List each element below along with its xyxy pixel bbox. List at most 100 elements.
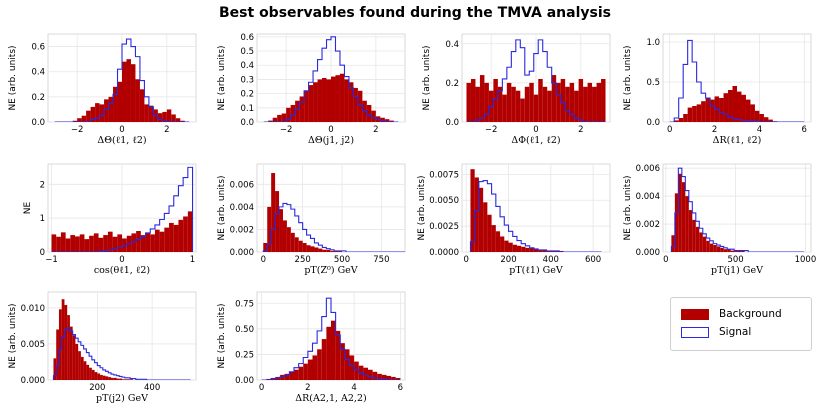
x-tick-label: 400 [144, 383, 160, 393]
background-bars [263, 173, 343, 252]
y-tick-label: 1.0 [646, 38, 660, 48]
background-bar [164, 227, 170, 252]
background-bar [380, 117, 385, 122]
background-bar [377, 373, 382, 380]
background-bar [58, 309, 62, 380]
background-bar [338, 250, 343, 252]
background-bar [692, 219, 696, 252]
x-tick-label: 1000 [795, 255, 817, 265]
background-bar [326, 326, 331, 380]
y-tick-label: 0.0000 [429, 248, 459, 258]
background-bar [290, 232, 295, 252]
background-bar [91, 369, 95, 380]
background-bar [263, 242, 268, 252]
background-bar [271, 173, 276, 252]
background-bar [102, 375, 106, 380]
histogram-panel: −2 0 2 0.0 0.2 0.4 0.6 ΔΘ(ℓ1, ℓ2) NE (arb. units… [8, 33, 197, 146]
background-bar [759, 114, 764, 122]
signal-step-line [261, 297, 401, 380]
x-tick-label: 0 [119, 125, 124, 135]
background-bar [108, 96, 114, 122]
background-bar [705, 98, 711, 122]
background-bar [183, 216, 188, 252]
background-bar [122, 379, 125, 380]
y-axis-label: NE (arb. units) [417, 175, 427, 240]
background-bar [89, 367, 92, 380]
background-bar [709, 243, 714, 252]
background-bar [284, 373, 290, 380]
background-bar [317, 79, 323, 122]
background-bar [148, 105, 154, 122]
background-bar [511, 86, 516, 122]
background-bar [308, 85, 314, 122]
x-axis-label: ΔΘ(ℓ1, ℓ2) [97, 135, 146, 146]
background-bar [702, 236, 707, 252]
signal-step-line [54, 38, 190, 122]
y-tick-label: 0.006 [636, 164, 660, 174]
background-bar [497, 86, 503, 122]
background-bar [587, 82, 593, 122]
histogram-panel: −2 0 2 0.0 0.2 0.4 ΔΦ(ℓ1, ℓ2) NE (arb. units) [422, 33, 611, 146]
background-bar [154, 229, 160, 252]
background-bar [706, 240, 710, 252]
background-bar [512, 244, 517, 252]
background-bar [723, 249, 728, 252]
background-bar [475, 86, 480, 122]
x-tick-label: 0 [663, 255, 668, 265]
background-bar [313, 82, 318, 122]
histogram-panel: 0 2 4 6 0.0 0.5 1.0 ΔR(ℓ1, ℓ2) NE (arb. units) [623, 33, 812, 146]
background-bar [508, 242, 513, 252]
background-bar [282, 220, 287, 252]
background-bar [144, 104, 149, 122]
background-bars [72, 59, 185, 122]
background-bar [560, 78, 566, 122]
background-bar [105, 376, 109, 380]
background-bar [578, 78, 584, 122]
background-bar [99, 104, 105, 122]
y-tick-label: 0.1 [240, 104, 254, 114]
background-bar [504, 240, 509, 252]
signal-step-line [262, 202, 405, 252]
background-bar [56, 236, 61, 252]
background-bar [104, 99, 109, 122]
x-tick-label: 2 [373, 125, 378, 135]
signal-swatch [681, 327, 709, 338]
background-bar [299, 96, 305, 122]
x-tick-label: 500 [334, 255, 350, 265]
x-tick-label: 200 [89, 383, 105, 393]
background-bar [294, 369, 299, 380]
background-bar [681, 182, 686, 252]
background-bar [716, 246, 721, 252]
background-bar [122, 61, 127, 122]
background-bar [357, 90, 363, 122]
background-bar [506, 82, 512, 122]
background-bar [750, 104, 755, 122]
background-bar [395, 377, 401, 380]
background-bar [696, 104, 702, 122]
y-tick-label: 0.0050 [429, 196, 459, 206]
background-bar [150, 234, 155, 252]
y-axis-label: NE (arb. units) [217, 45, 227, 110]
background-bar [495, 231, 501, 252]
background-bar [339, 73, 345, 122]
y-tick-label: 0.010 [21, 304, 45, 314]
background-bar [303, 363, 308, 380]
x-axis-label: ΔR(ℓ1, ℓ2) [713, 135, 762, 146]
y-tick-label: 0.0075 [429, 170, 459, 180]
background-bar [94, 372, 98, 380]
background-bar [162, 111, 167, 122]
background-bar [470, 169, 475, 252]
background-bar [159, 231, 165, 252]
background-bar [391, 376, 396, 380]
background-bar [371, 110, 376, 122]
background-bar [127, 379, 131, 380]
signal-step-line [669, 39, 805, 122]
y-tick-label: 0.2 [240, 90, 254, 100]
background-bar [368, 369, 373, 380]
background-bar [70, 235, 76, 252]
background-bar [60, 232, 66, 252]
background-bar [322, 78, 327, 122]
background-bar [112, 236, 118, 252]
background-bar [678, 118, 684, 122]
